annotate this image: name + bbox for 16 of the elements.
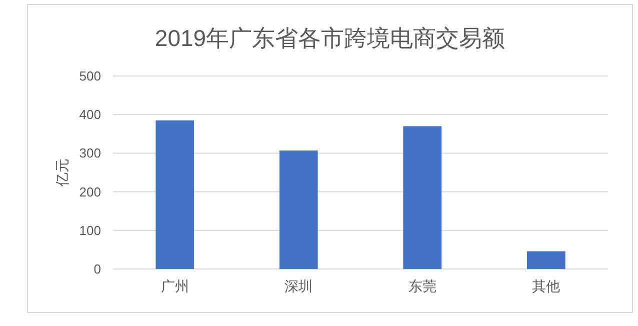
bar — [403, 126, 442, 269]
x-tick-label: 其他 — [532, 278, 560, 294]
y-tick-label: 400 — [79, 107, 101, 122]
x-tick-label: 深圳 — [284, 278, 313, 294]
y-tick-label: 200 — [79, 184, 101, 200]
bar — [526, 251, 566, 269]
y-tick-label: 0 — [94, 262, 101, 276]
bar — [156, 120, 194, 269]
y-tick-label: 100 — [79, 222, 101, 238]
chart-title: 2019年广东省各市跨境电商交易额 — [154, 25, 506, 51]
y-tick-label: 300 — [79, 146, 101, 161]
x-tick-label: 东莞 — [408, 278, 436, 294]
bar — [279, 150, 318, 269]
y-tick-label: 500 — [79, 68, 101, 84]
y-axis-title: 亿元 — [54, 158, 70, 188]
x-tick-label: 广州 — [160, 278, 189, 294]
